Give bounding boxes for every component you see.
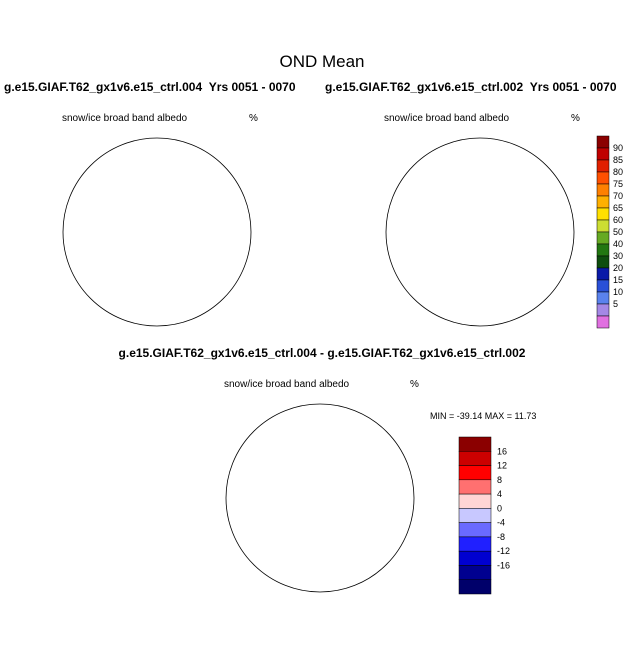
colorbar-top-tick-label: 65 <box>613 203 623 213</box>
colorbar-diff-swatch <box>458 550 492 566</box>
units-label-left: % <box>249 113 258 124</box>
colorbar-top-swatch <box>596 279 610 293</box>
colorbar-diff-tick-label: -8 <box>497 532 505 542</box>
colorbar-top-tick-label: 20 <box>613 263 623 273</box>
map-left <box>62 137 252 327</box>
colorbar-top-swatch <box>596 231 610 245</box>
colorbar-top-tick-label: 70 <box>613 191 623 201</box>
case-label-left: g.e15.GIAF.T62_gx1v6.e15_ctrl.004 Yrs 00… <box>4 80 296 94</box>
colorbar-top-tick-label: 10 <box>613 287 623 297</box>
colorbar-top-tick-label: 15 <box>613 275 623 285</box>
figure-title: OND Mean <box>279 52 365 71</box>
case-name-left: g.e15.GIAF.T62_gx1v6.e15_ctrl.004 <box>4 80 203 94</box>
colorbar-diff-swatch <box>458 565 492 580</box>
colorbar-top: 90 85 80 75 70 65 60 50 40 30 20 15 10 5 <box>596 135 623 329</box>
colorbar-top-swatch <box>596 147 610 161</box>
colorbar-top-tick-label: 75 <box>613 179 623 189</box>
colorbar-top-swatch <box>596 219 610 233</box>
colorbar-top-tick-label: 80 <box>613 167 623 177</box>
colorbar-diff-tick-label: -16 <box>497 560 510 570</box>
colorbar-top-swatch <box>596 195 610 209</box>
colorbar-top-swatch <box>596 171 610 185</box>
colorbar-diff-tick-label: -4 <box>497 518 505 528</box>
colorbar-top-swatch <box>596 183 610 197</box>
colorbar-diff-tick-label: 16 <box>497 446 507 456</box>
min-max-label: MIN = -39.14 MAX = 11.73 <box>430 411 537 421</box>
colorbar-diff-tick-label: 0 <box>497 503 502 513</box>
colorbar-diff-swatch <box>458 522 492 538</box>
colorbar-difference: 16 12 8 4 0 -4 -8 -12 -16 <box>458 436 510 595</box>
colorbar-top-swatch <box>596 267 610 281</box>
colorbar-top-swatch <box>596 159 610 173</box>
variable-label-diff: snow/ice broad band albedo <box>224 379 350 390</box>
map-right <box>385 137 575 327</box>
colorbar-diff-swatch <box>458 436 492 452</box>
colorbar-diff-swatch <box>458 451 492 466</box>
colorbar-diff-tick-label: 4 <box>497 489 502 499</box>
case-label-right: g.e15.GIAF.T62_gx1v6.e15_ctrl.002 Yrs 00… <box>325 80 617 94</box>
case-name-right: g.e15.GIAF.T62_gx1v6.e15_ctrl.002 <box>325 80 524 94</box>
colorbar-top-swatch <box>596 243 610 257</box>
variable-label-left: snow/ice broad band albedo <box>62 113 188 124</box>
case-years-left: Yrs 0051 - 0070 <box>208 80 296 94</box>
colorbar-top-tick-label: 60 <box>613 215 623 225</box>
units-label-diff: % <box>410 379 419 390</box>
colorbar-diff-swatch <box>458 508 492 523</box>
colorbar-top-swatch <box>596 291 610 305</box>
colorbar-top-tick-label: 90 <box>613 143 623 153</box>
colorbar-top-swatch <box>596 303 610 317</box>
colorbar-top-swatch <box>596 207 610 221</box>
colorbar-top-swatch <box>596 255 610 269</box>
colorbar-diff-tick-label: 8 <box>497 475 502 485</box>
units-label-right: % <box>571 113 580 124</box>
colorbar-top-swatch <box>596 135 610 149</box>
variable-label-right: snow/ice broad band albedo <box>384 113 510 124</box>
case-years-right: Yrs 0051 - 0070 <box>529 80 617 94</box>
colorbar-top-tick-label: 85 <box>613 155 623 165</box>
colorbar-top-tick-label: 30 <box>613 251 623 261</box>
colorbar-diff-swatch <box>458 465 492 481</box>
colorbar-diff-swatch <box>458 479 492 495</box>
colorbar-top-tick-label: 50 <box>613 227 623 237</box>
colorbar-top-tick-label: 5 <box>613 299 618 309</box>
colorbar-top-tick-label: 40 <box>613 239 623 249</box>
colorbar-diff-swatch <box>458 579 492 595</box>
colorbar-diff-tick-label: -12 <box>497 546 510 556</box>
colorbar-top-swatch <box>596 315 610 329</box>
colorbar-diff-swatch <box>458 536 492 552</box>
map-difference <box>225 403 415 593</box>
colorbar-diff-swatch <box>458 493 492 509</box>
colorbar-diff-tick-label: 12 <box>497 461 507 471</box>
difference-title: g.e15.GIAF.T62_gx1v6.e15_ctrl.004 - g.e1… <box>118 346 526 360</box>
